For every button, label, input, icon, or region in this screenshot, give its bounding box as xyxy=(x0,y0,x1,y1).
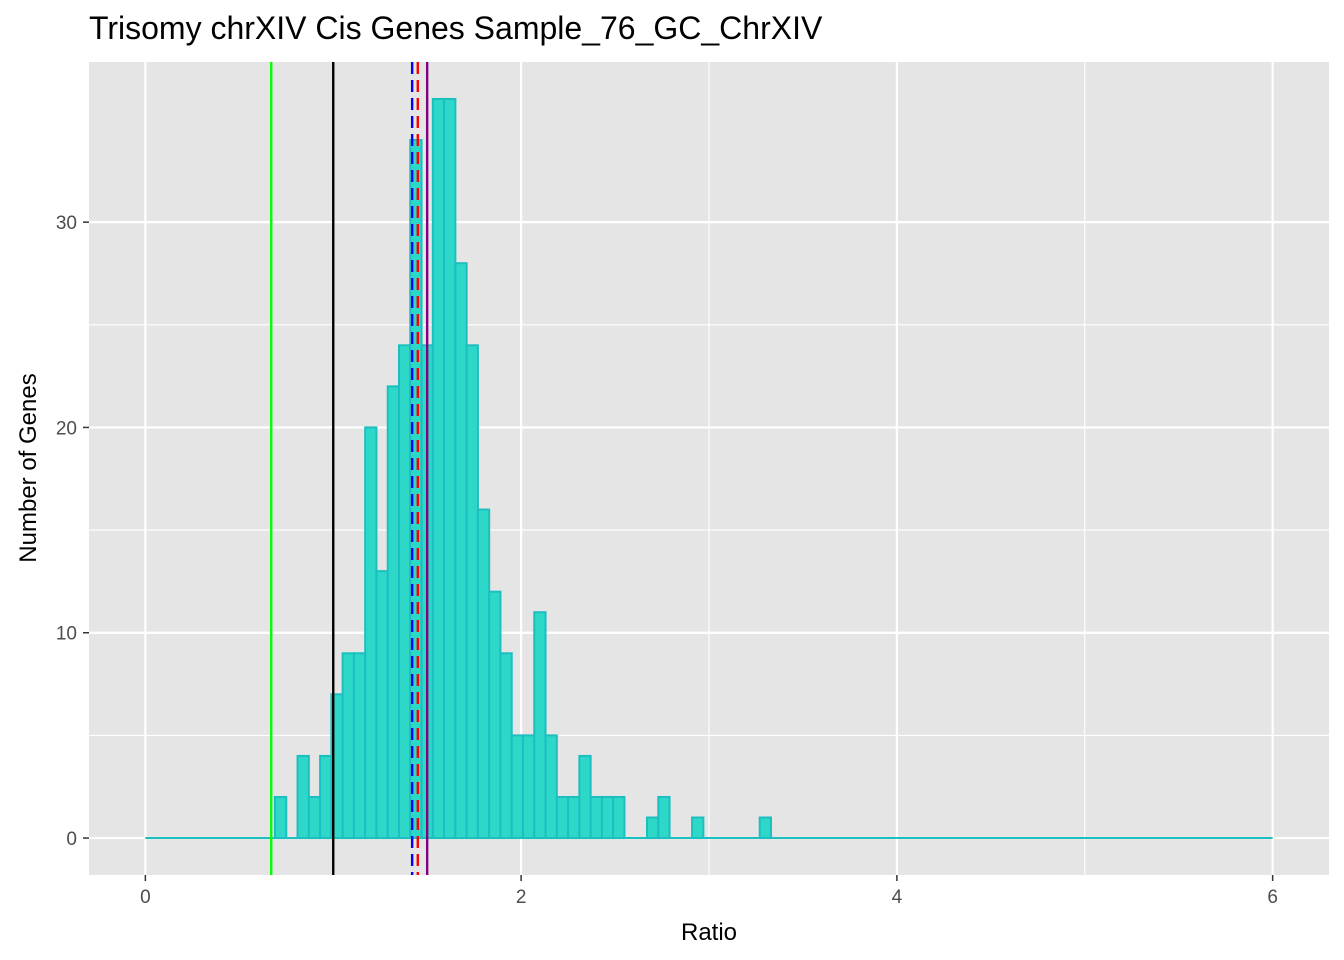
histogram-bar xyxy=(589,795,603,840)
histogram-bar xyxy=(488,590,502,840)
histogram-bar xyxy=(454,262,468,840)
x-axis: 0 2 4 6 xyxy=(140,875,1278,908)
reference-lines xyxy=(270,62,429,875)
chart-title: Trisomy chrXIV Cis Genes Sample_76_GC_Ch… xyxy=(89,10,823,46)
histogram-bar xyxy=(274,795,288,840)
y-axis: 0 10 20 30 xyxy=(56,213,89,850)
y-tick-label: 0 xyxy=(66,829,77,850)
histogram-bar xyxy=(307,795,322,840)
y-tick-label: 30 xyxy=(56,213,77,234)
histogram-bar xyxy=(364,426,378,840)
histogram-bars xyxy=(274,97,773,840)
histogram-bar xyxy=(443,97,457,840)
histogram-bar xyxy=(296,754,310,840)
histogram-bar xyxy=(431,97,446,840)
histogram-bar xyxy=(499,652,513,840)
x-tick-label: 2 xyxy=(516,887,527,908)
histogram-bar xyxy=(476,508,491,840)
histogram-bar xyxy=(352,652,367,840)
histogram-bar xyxy=(465,344,479,840)
histogram-bar xyxy=(578,754,592,840)
y-axis-title: Number of Genes xyxy=(15,373,42,562)
histogram-bar xyxy=(522,734,536,840)
x-tick-label: 0 xyxy=(140,887,151,908)
y-tick-label: 20 xyxy=(56,418,77,439)
x-tick-label: 6 xyxy=(1267,887,1278,908)
histogram-bar xyxy=(600,795,615,840)
x-tick-label: 4 xyxy=(892,887,903,908)
y-tick-label: 10 xyxy=(56,624,77,645)
histogram-bar xyxy=(398,344,412,840)
histogram-bar xyxy=(341,652,355,840)
x-axis-title: Ratio xyxy=(681,919,737,946)
histogram-bar xyxy=(691,816,705,840)
histogram-bar xyxy=(646,816,660,840)
histogram-bar xyxy=(319,754,333,840)
histogram-bar xyxy=(375,570,389,840)
histogram-bar xyxy=(567,795,581,840)
histogram-bar xyxy=(544,734,558,840)
histogram-bar xyxy=(386,385,400,840)
histogram-bar xyxy=(555,795,570,840)
histogram-bar xyxy=(510,734,524,840)
histogram-bar xyxy=(758,816,773,840)
histogram-bar xyxy=(612,795,626,840)
histogram-bar xyxy=(657,795,671,840)
histogram-bar xyxy=(533,611,547,840)
